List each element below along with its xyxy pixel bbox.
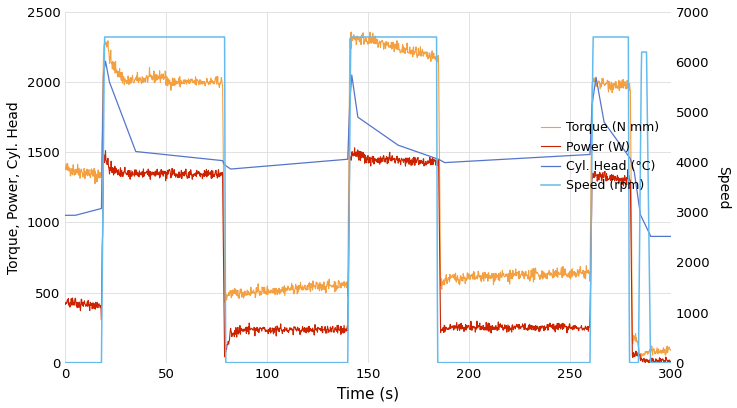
Torque (N mm) — [60, 165, 69, 170]
Speed (rpm) — [198, 35, 206, 40]
Torque (N mm) — [666, 347, 675, 352]
Power (W) — [641, 360, 650, 365]
Power (W) — [198, 172, 206, 177]
Speed (rpm) — [246, 360, 255, 365]
Legend: Torque (N mm), Power (W), Cyl. Head (°C), Speed (rpm): Torque (N mm), Power (W), Cyl. Head (°C)… — [537, 116, 665, 197]
Power (W) — [350, 145, 359, 150]
X-axis label: Time (s): Time (s) — [337, 386, 399, 401]
Power (W) — [60, 301, 69, 306]
Cyl. Head (°C) — [646, 234, 655, 239]
Cyl. Head (°C) — [666, 234, 675, 239]
Speed (rpm) — [60, 360, 69, 365]
Torque (N mm) — [413, 53, 422, 58]
Y-axis label: Torque, Power, Cyl. Head: Torque, Power, Cyl. Head — [7, 101, 21, 274]
Power (W) — [106, 168, 115, 173]
Power (W) — [590, 175, 598, 180]
Line: Cyl. Head (°C): Cyl. Head (°C) — [65, 61, 671, 236]
Power (W) — [570, 327, 579, 332]
Power (W) — [245, 327, 254, 332]
Power (W) — [413, 156, 422, 161]
Torque (N mm) — [106, 48, 115, 53]
Cyl. Head (°C) — [101, 59, 110, 64]
Cyl. Head (°C) — [198, 156, 206, 161]
Cyl. Head (°C) — [413, 149, 422, 154]
Cyl. Head (°C) — [60, 213, 69, 218]
Line: Speed (rpm): Speed (rpm) — [65, 37, 671, 363]
Torque (N mm) — [570, 269, 579, 274]
Cyl. Head (°C) — [246, 165, 255, 170]
Cyl. Head (°C) — [590, 89, 598, 94]
Torque (N mm) — [245, 291, 254, 296]
Line: Torque (N mm): Torque (N mm) — [65, 32, 671, 359]
Speed (rpm) — [590, 35, 598, 40]
Speed (rpm) — [570, 360, 579, 365]
Line: Power (W): Power (W) — [65, 148, 671, 363]
Y-axis label: Speed: Speed — [716, 166, 730, 209]
Torque (N mm) — [590, 80, 598, 84]
Speed (rpm) — [107, 35, 116, 40]
Speed (rpm) — [666, 360, 675, 365]
Torque (N mm) — [198, 79, 206, 84]
Speed (rpm) — [413, 35, 422, 40]
Cyl. Head (°C) — [570, 153, 579, 158]
Torque (N mm) — [347, 29, 356, 34]
Cyl. Head (°C) — [107, 84, 116, 89]
Torque (N mm) — [636, 357, 645, 361]
Speed (rpm) — [100, 35, 109, 40]
Power (W) — [666, 359, 675, 364]
